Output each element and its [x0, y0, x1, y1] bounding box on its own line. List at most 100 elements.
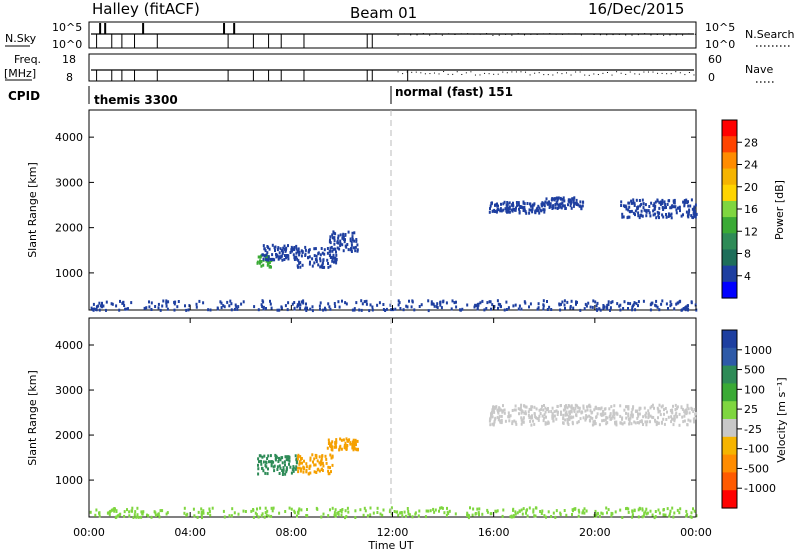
- velocity-cell: [559, 511, 562, 515]
- velocity-cell: [438, 509, 440, 513]
- velocity-cell: [634, 421, 637, 425]
- velocity-cell: [147, 514, 150, 518]
- velocity-cell: [445, 514, 448, 517]
- power-cell: [304, 307, 307, 311]
- velocity-cell: [657, 508, 660, 512]
- velocity-cell: [678, 511, 681, 515]
- power-cell: [411, 299, 414, 303]
- power-cell: [685, 306, 688, 309]
- velocity-cell: [343, 443, 346, 447]
- velocity-cell: [346, 444, 349, 447]
- power-cell: [165, 304, 168, 308]
- velocity-cell: [296, 466, 299, 470]
- nave-dot: [484, 72, 486, 74]
- power-cell: [148, 300, 150, 304]
- power-cell: [633, 202, 636, 206]
- nave-dot: [670, 73, 672, 75]
- velocity-cell: [542, 419, 545, 423]
- power-cell: [610, 301, 613, 305]
- power-cell: [529, 302, 532, 306]
- power-cell: [561, 197, 564, 201]
- power-cell: [635, 302, 638, 306]
- velocity-cell: [570, 409, 573, 413]
- power-cell: [150, 308, 153, 311]
- nsky-peak: [142, 23, 145, 34]
- velocity-cell: [345, 437, 348, 441]
- velocity-cell: [605, 506, 608, 510]
- power-cell: [648, 205, 651, 208]
- velocity-cell: [352, 448, 355, 452]
- velocity-cell: [330, 448, 333, 451]
- velocity-cell: [476, 507, 479, 511]
- power-cell: [607, 303, 610, 306]
- velocity-cell: [237, 512, 240, 516]
- power-cell: [602, 304, 605, 307]
- velocity-cell: [329, 466, 331, 470]
- velocity-cell: [329, 508, 331, 512]
- power-cell: [385, 307, 388, 311]
- velocity-cell: [610, 416, 613, 420]
- velocity-cell: [330, 442, 333, 446]
- velocity-cell: [327, 472, 330, 476]
- power-cell: [670, 303, 673, 306]
- power-cell: [678, 205, 681, 209]
- power-cell: [323, 265, 326, 269]
- velocity-cell: [256, 507, 258, 511]
- velocity-cell: [523, 411, 526, 415]
- power-cell: [551, 207, 554, 210]
- velocity-cell: [595, 415, 598, 419]
- power-cell: [679, 209, 681, 213]
- power-cell: [430, 300, 433, 304]
- velocity-cell: [555, 417, 558, 421]
- power-cell: [327, 262, 329, 265]
- velocity-cell: [686, 423, 689, 427]
- power-cell: [508, 210, 511, 214]
- velocity-cell: [290, 471, 293, 475]
- velocity-cell: [514, 510, 517, 514]
- power-cell: [242, 300, 245, 304]
- power-cell: [299, 265, 302, 269]
- power-cell: [332, 253, 335, 257]
- velocity-cell: [552, 419, 555, 423]
- x-tick-label: 04:00: [174, 526, 206, 539]
- power-cell: [594, 300, 597, 304]
- power-cell: [529, 204, 532, 208]
- power-cell: [506, 202, 509, 206]
- power-cell: [298, 253, 301, 257]
- power-cell: [549, 202, 552, 206]
- velocity-cell: [680, 406, 683, 410]
- velocity-cell: [137, 515, 140, 519]
- power-cell: [302, 301, 305, 305]
- velocity-cell: [282, 466, 285, 470]
- velocity-cell: [640, 419, 643, 423]
- power-cell: [301, 263, 304, 267]
- power-cell: [296, 257, 299, 261]
- velocity-cell: [582, 509, 585, 513]
- velocity-cell: [597, 512, 600, 516]
- velocity-cell: [555, 509, 558, 513]
- velocity-cell: [107, 511, 110, 515]
- power-cell: [583, 307, 586, 311]
- power-cell: [579, 200, 582, 204]
- power-cell: [406, 305, 409, 309]
- velocity-cell: [202, 509, 205, 513]
- velocity-cell: [399, 511, 402, 515]
- velocity-cell: [604, 418, 607, 422]
- velocity-cell: [597, 407, 600, 411]
- velocity-ytick-label: 1000: [55, 474, 83, 487]
- power-cell: [335, 250, 337, 254]
- velocity-colorbar-tick-label: -500: [744, 462, 769, 475]
- nsearch-dot: [498, 34, 500, 36]
- power-cell: [397, 299, 400, 303]
- power-cell: [489, 207, 491, 211]
- velocity-colorbar-band: [722, 330, 737, 349]
- power-cell: [537, 302, 540, 306]
- velocity-cell: [620, 421, 623, 425]
- power-cell: [496, 204, 499, 208]
- velocity-cell: [404, 514, 407, 518]
- power-cell: [176, 305, 179, 309]
- power-cell: [283, 258, 286, 261]
- power-cell: [559, 196, 562, 200]
- velocity-cell: [260, 462, 263, 466]
